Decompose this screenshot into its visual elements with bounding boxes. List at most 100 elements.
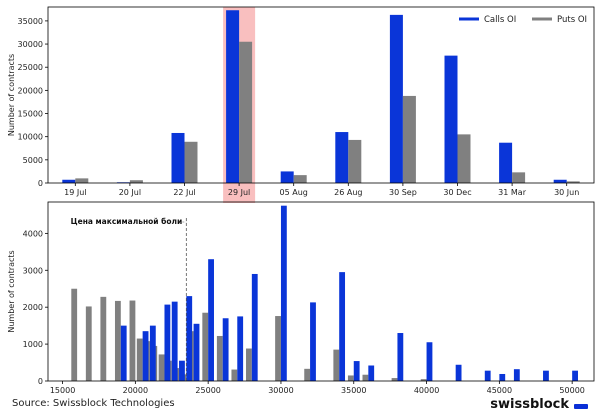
top-y-tick-label: 35000 <box>18 17 43 26</box>
brand-mark-icon <box>574 403 588 409</box>
bottom-bar-puts-20 <box>347 375 354 381</box>
top-x-tick-label: 30 Sep <box>389 188 417 197</box>
bottom-bar-calls-24 <box>572 370 578 381</box>
top-y-tick-label: 15000 <box>18 110 43 119</box>
top-bar-calls-3 <box>226 10 240 183</box>
top-bar-puts-1 <box>129 180 143 183</box>
bottom-bar-puts-13 <box>202 312 209 381</box>
bottom-bar-calls-12 <box>280 205 287 381</box>
bottom-x-tick-label: 45000 <box>487 386 512 395</box>
top-y-tick-label: 20000 <box>18 86 43 95</box>
top-bar-puts-6 <box>402 95 416 183</box>
top-bar-puts-8 <box>512 172 526 183</box>
bottom-bar-calls-22 <box>513 369 520 381</box>
bottom-bar-calls-14 <box>339 272 346 381</box>
top-bar-puts-4 <box>293 175 307 183</box>
bottom-bar-calls-10 <box>237 316 244 381</box>
bottom-bar-calls-0 <box>120 325 127 381</box>
brand-name: swissblock <box>490 397 569 412</box>
bottom-bar-calls-4 <box>171 301 178 381</box>
bottom-bar-puts-0 <box>71 288 78 381</box>
bottom-y-tick-label: 0 <box>38 377 43 386</box>
bottom-bar-calls-19 <box>455 364 462 381</box>
top-x-tick-label: 05 Aug <box>280 188 308 197</box>
bottom-bar-puts-2 <box>100 296 107 381</box>
top-bar-calls-9 <box>553 179 567 183</box>
top-x-tick-label: 19 Jul <box>64 188 86 197</box>
bottom-bar-puts-21 <box>362 374 369 381</box>
brand-logo: swissblock <box>490 397 588 412</box>
bottom-bar-calls-23 <box>543 370 549 381</box>
bottom-bar-puts-16 <box>246 348 252 381</box>
top-x-tick-label: 30 Jun <box>554 188 579 197</box>
top-y-tick-label: 25000 <box>18 63 43 72</box>
top-bar-puts-7 <box>457 134 471 183</box>
legend-calls-label: Calls OI <box>484 15 516 25</box>
top-bar-puts-5 <box>348 139 362 183</box>
bottom-bar-puts-3 <box>114 300 121 381</box>
source-caption: Source: Swissblock Technologies <box>12 398 175 409</box>
bottom-bar-calls-2 <box>149 325 156 381</box>
bottom-x-tick-label: 40000 <box>414 386 439 395</box>
top-bar-calls-0 <box>62 179 76 183</box>
legend-puts-label: Puts OI <box>557 15 587 25</box>
bottom-y-tick-label: 2000 <box>23 303 43 312</box>
bottom-plot-frame <box>47 201 595 382</box>
bottom-bar-puts-8 <box>158 354 165 381</box>
bottom-bar-puts-19 <box>333 349 340 381</box>
bottom-x-tick-label: 35000 <box>341 386 366 395</box>
bottom-x-tick-label: 20000 <box>123 386 148 395</box>
top-x-tick-label: 31 Mar <box>498 188 527 197</box>
bottom-x-tick-label: 30000 <box>268 386 293 395</box>
bottom-bar-puts-5 <box>136 338 143 381</box>
bottom-y-axis-label: Number of contracts <box>7 250 16 332</box>
bottom-y-tick-label: 4000 <box>23 229 43 238</box>
bottom-bar-puts-4 <box>129 300 136 381</box>
top-x-tick-label: 30 Dec <box>443 188 471 197</box>
top-x-tick-label: 26 Aug <box>334 188 362 197</box>
top-y-axis-label: Number of contracts <box>7 54 16 136</box>
top-bar-calls-6 <box>389 14 403 183</box>
top-bar-calls-7 <box>444 55 458 184</box>
top-bar-puts-0 <box>75 178 89 183</box>
top-y-tick-label: 0 <box>38 179 43 188</box>
bottom-bar-calls-20 <box>484 370 491 381</box>
bottom-bar-calls-11 <box>251 273 258 381</box>
bottom-bar-calls-21 <box>499 373 506 381</box>
bottom-bar-calls-13 <box>310 302 316 381</box>
bottom-bar-puts-14 <box>216 335 223 381</box>
bottom-bar-puts-22 <box>391 378 398 381</box>
top-y-tick-label: 10000 <box>18 133 43 142</box>
top-bar-calls-5 <box>335 132 349 183</box>
top-x-tick-label: 20 Jul <box>119 188 141 197</box>
bottom-bar-puts-17 <box>275 316 281 381</box>
top-x-tick-label: 29 Jul <box>228 188 250 197</box>
bottom-bar-calls-15 <box>353 361 360 381</box>
top-y-tick-label: 5000 <box>23 156 43 165</box>
bottom-bar-calls-6 <box>186 296 193 381</box>
top-bar-calls-2 <box>171 132 185 183</box>
top-bar-puts-2 <box>184 141 198 183</box>
bottom-y-tick-label: 1000 <box>23 340 43 349</box>
bottom-bar-calls-9 <box>222 318 229 381</box>
bottom-x-tick-label: 15000 <box>50 386 75 395</box>
bottom-bar-puts-18 <box>304 368 311 381</box>
bottom-bar-calls-5 <box>179 360 185 381</box>
bottom-bar-calls-3 <box>164 304 171 381</box>
bottom-bar-calls-1 <box>142 331 149 381</box>
bottom-bar-calls-7 <box>193 323 200 381</box>
max-pain-label: Цена максимальной боли <box>71 217 183 226</box>
bottom-bar-puts-23 <box>420 379 427 381</box>
bottom-x-tick-label: 25000 <box>195 386 220 395</box>
bottom-bar-puts-15 <box>231 369 238 381</box>
top-x-tick-label: 22 Jul <box>173 188 195 197</box>
bottom-x-tick-label: 50000 <box>559 386 584 395</box>
top-bar-calls-8 <box>499 142 513 183</box>
bottom-bar-calls-17 <box>397 333 404 381</box>
bottom-y-tick-label: 3000 <box>23 266 43 275</box>
bottom-bar-calls-16 <box>368 365 375 381</box>
top-plot-frame <box>47 6 595 184</box>
top-bar-puts-9 <box>566 181 580 183</box>
top-y-tick-label: 30000 <box>18 40 43 49</box>
